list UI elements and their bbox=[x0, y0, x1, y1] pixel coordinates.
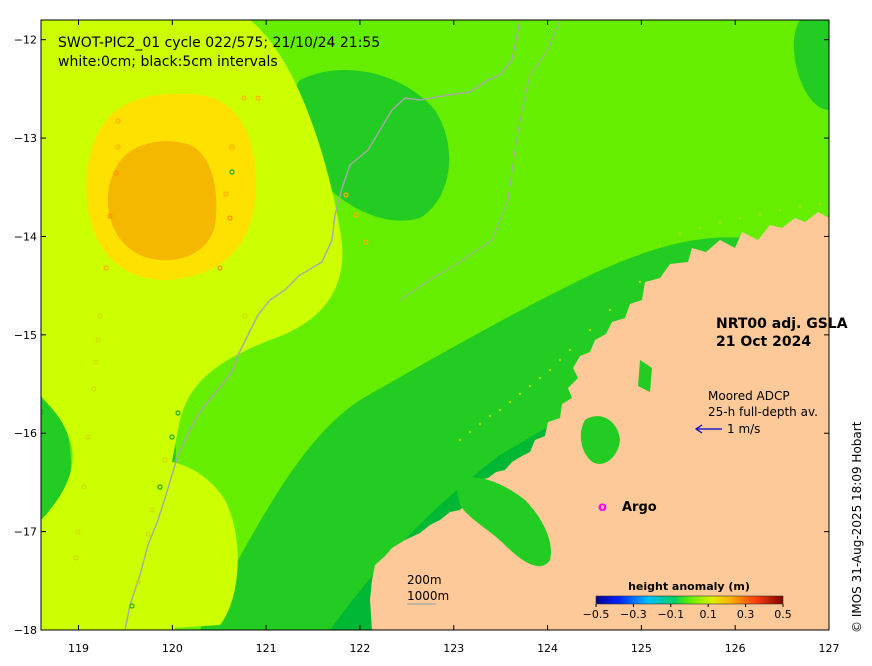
isobath-1000m-label: 1000m bbox=[407, 589, 449, 603]
colorbar-title: height anomaly (m) bbox=[628, 580, 750, 593]
adcp-legend-subtitle: 25-h full-depth av. bbox=[708, 405, 818, 419]
y-tick-label: −14 bbox=[14, 230, 37, 243]
adcp-legend-title: Moored ADCP bbox=[708, 389, 790, 403]
adcp-scale-label: 1 m/s bbox=[727, 422, 760, 436]
argo-label: Argo bbox=[622, 500, 657, 515]
colorbar: height anomaly (m) −0.5 −0.3 −0.1 0.1 0.3 0.5 bbox=[583, 580, 792, 621]
colorbar-tick-label: 0.5 bbox=[774, 608, 792, 621]
x-tick-label: 124 bbox=[537, 642, 558, 655]
colorbar-tick-label: −0.3 bbox=[620, 608, 647, 621]
adcp-scale-arrow-icon bbox=[694, 424, 722, 434]
map-plot-area bbox=[41, 20, 829, 630]
product-label: NRT00 adj. GSLA bbox=[716, 316, 848, 332]
x-tick-label: 119 bbox=[68, 642, 89, 655]
isobath-line bbox=[124, 20, 521, 630]
coastal-sample-dots bbox=[458, 202, 822, 442]
x-tick-label: 126 bbox=[725, 642, 746, 655]
credit-text: © IMOS 31-Aug-2025 18:09 Hobart bbox=[850, 421, 864, 633]
plot-frame bbox=[40, 19, 830, 631]
king-sound-inlet bbox=[455, 477, 551, 567]
x-tick-label: 125 bbox=[631, 642, 652, 655]
colorbar-gradient bbox=[595, 595, 784, 605]
isobath-line-inner bbox=[399, 20, 561, 301]
y-tick-label: −12 bbox=[14, 34, 37, 47]
x-tick-label: 121 bbox=[256, 642, 277, 655]
y-axis: −12 −13 −14 −15 −16 −17 −18 bbox=[14, 34, 829, 637]
colorbar-tick-label: −0.5 bbox=[583, 608, 610, 621]
y-tick-label: −18 bbox=[14, 624, 37, 637]
y-tick-label: −15 bbox=[14, 329, 37, 342]
colorbar-tick-label: 0.3 bbox=[737, 608, 755, 621]
x-tick-label: 120 bbox=[162, 642, 183, 655]
swot-sample-dots bbox=[41, 95, 369, 609]
x-tick-label: 123 bbox=[443, 642, 464, 655]
y-tick-label: −17 bbox=[14, 526, 37, 539]
bay-inlet-east bbox=[638, 360, 652, 392]
y-tick-label: −13 bbox=[14, 132, 37, 145]
anomaly-contour-low-northeast bbox=[793, 20, 829, 110]
anomaly-contour-high-south bbox=[112, 460, 238, 630]
product-date: 21 Oct 2024 bbox=[716, 334, 811, 350]
colorbar-ticks: −0.5 −0.3 −0.1 0.1 0.3 0.5 bbox=[583, 604, 792, 621]
title-line-2: white:0cm; black:5cm intervals bbox=[58, 54, 278, 70]
y-tick-label: −16 bbox=[14, 427, 37, 440]
argo-marker-icon: o bbox=[598, 500, 607, 515]
title-line-1: SWOT-PIC2_01 cycle 022/575; 21/10/24 21:… bbox=[58, 35, 380, 51]
x-tick-label: 127 bbox=[819, 642, 840, 655]
x-axis: 119 120 121 122 123 124 125 126 127 bbox=[68, 20, 840, 655]
colorbar-tick-label: 0.1 bbox=[699, 608, 717, 621]
x-tick-label: 122 bbox=[349, 642, 370, 655]
colorbar-tick-label: −0.1 bbox=[657, 608, 684, 621]
anomaly-contour-core bbox=[107, 141, 217, 261]
isobath-200m-label: 200m bbox=[407, 573, 442, 587]
bay-inlet-north bbox=[580, 416, 620, 464]
